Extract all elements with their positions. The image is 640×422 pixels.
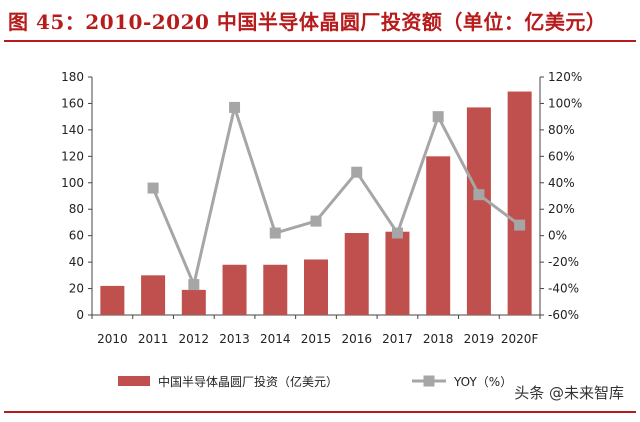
x-tick-label: 2019 — [464, 332, 495, 346]
left-tick-label: 80 — [69, 202, 84, 216]
x-tick-label: 2015 — [301, 332, 332, 346]
bar — [466, 107, 491, 316]
left-tick-label: 0 — [76, 308, 84, 322]
bar — [141, 275, 166, 315]
left-tick-label: 140 — [61, 123, 84, 137]
x-tick-label: 2013 — [219, 332, 250, 346]
bar — [426, 156, 451, 315]
left-tick-label: 60 — [69, 229, 84, 243]
yoy-point — [310, 215, 322, 227]
right-tick-label: 60% — [548, 149, 575, 163]
yoy-point — [432, 111, 444, 123]
left-tick-label: 100 — [61, 176, 84, 190]
yoy-point — [229, 101, 241, 113]
chart-title: 图 45：2010-2020 中国半导体晶圆厂投资额（单位：亿美元） — [8, 9, 607, 34]
right-tick-label: -20% — [548, 255, 579, 269]
left-tick-label: 120 — [61, 149, 84, 163]
x-tick-label: 2012 — [179, 332, 210, 346]
bar — [507, 91, 532, 316]
yoy-point — [269, 227, 281, 239]
x-tick-label: 2018 — [423, 332, 454, 346]
left-tick-label: 20 — [69, 282, 84, 296]
legend-swatch-marker — [423, 375, 435, 387]
right-tick-label: 100% — [548, 96, 582, 110]
bar — [100, 285, 125, 315]
yoy-point — [147, 182, 159, 194]
bar — [344, 233, 369, 315]
legend-swatch-bar — [118, 376, 150, 386]
bar — [222, 264, 247, 315]
bar — [263, 264, 288, 315]
x-tick-label: 2020F — [501, 332, 539, 346]
bar — [304, 259, 328, 315]
title-divider — [4, 40, 636, 42]
right-tick-label: 20% — [548, 202, 575, 216]
x-tick-label: 2016 — [341, 332, 372, 346]
title-bar: 图 45：2010-2020 中国半导体晶圆厂投资额（单位：亿美元） — [0, 0, 640, 40]
legend-label-bar: 中国半导体晶圆厂投资（亿美元） — [158, 374, 338, 389]
left-tick-label: 40 — [69, 255, 84, 269]
left-tick-label: 160 — [61, 96, 84, 110]
x-tick-label: 2014 — [260, 332, 291, 346]
right-tick-label: -40% — [548, 282, 579, 296]
right-tick-label: 80% — [548, 123, 575, 137]
yoy-point — [351, 166, 363, 178]
right-tick-label: -60% — [548, 308, 579, 322]
bar — [385, 231, 410, 315]
x-tick-label: 2010 — [97, 332, 128, 346]
yoy-point — [188, 279, 200, 291]
right-tick-label: 120% — [548, 70, 582, 84]
yoy-point — [514, 219, 526, 231]
yoy-point — [473, 189, 485, 201]
yoy-line — [151, 101, 521, 290]
right-tick-label: 0% — [548, 229, 567, 243]
bar — [181, 289, 206, 315]
x-tick-label: 2017 — [382, 332, 413, 346]
bottom-divider — [4, 411, 636, 413]
watermark: 头条 @未来智库 — [512, 382, 626, 403]
x-tick-label: 2011 — [138, 332, 169, 346]
legend-label-line: YOY（%） — [453, 375, 512, 389]
right-tick-label: 40% — [548, 176, 575, 190]
left-tick-label: 180 — [61, 70, 84, 84]
yoy-point — [391, 227, 403, 239]
